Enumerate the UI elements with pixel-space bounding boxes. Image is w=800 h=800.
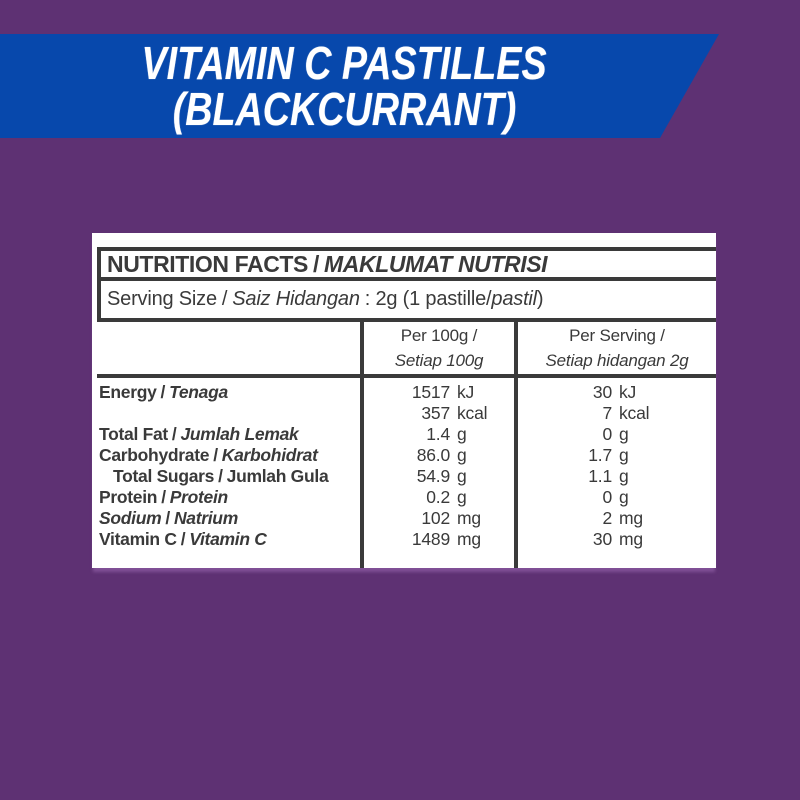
value-protein-per-100g: 0.2 g xyxy=(426,487,467,507)
per-100g-label-ms: Setiap 100g xyxy=(394,351,484,370)
column-divider-1 xyxy=(360,322,364,374)
product-title-line-1: VITAMIN C PASTILLES xyxy=(141,37,548,89)
value-sodium-per-100g: 102 mg xyxy=(421,508,481,528)
nutrient-label-column: Energy / Tenaga Total Fat / Jumlah Lemak Car… xyxy=(97,378,360,568)
serving-size-row: Serving Size / Saiz Hidangan : 2g (1 pas… xyxy=(97,281,716,322)
value-total-fat-per-100g: 1.4 g xyxy=(426,424,467,444)
value-vitamin-c-per-serving: 30 mg xyxy=(592,529,643,549)
nutrient-label-total-fat: Total Fat / Jumlah Lemak xyxy=(99,424,299,444)
value-energy-kj-per-serving: 30 kJ xyxy=(592,382,637,402)
nutrient-label-total-sugars: Total Sugars / Jumlah Gula xyxy=(113,466,329,486)
product-title-banner: VITAMIN C PASTILLES (BLACKCURRANT) xyxy=(0,34,719,138)
table-title-separator: / xyxy=(313,250,319,277)
serving-size-value-ms: pastil xyxy=(491,288,537,310)
nutrition-facts-table: NUTRITION FACTS / MAKLUMAT NUTRISI Servi… xyxy=(97,233,716,568)
table-title-en: NUTRITION FACTS xyxy=(107,250,308,277)
nutrient-label-energy: Energy / Tenaga xyxy=(99,382,228,402)
product-title-line-2: (BLACKCURRANT) xyxy=(172,83,517,135)
serving-size-value: : 2g (1 pastille/ xyxy=(364,288,492,310)
per-serving-label-ms: Setiap hidangan 2g xyxy=(545,351,689,370)
serving-size-separator: / xyxy=(221,288,228,310)
nutrient-label-blank xyxy=(99,403,360,424)
per-100g-label-en: Per 100g / xyxy=(400,326,478,345)
per-100g-value-column: 1517 kJ 357 kcal 1.4 g 86.0 g 54.9 g 0.2 g 102… xyxy=(364,378,514,568)
value-energy-kcal-per-serving: 7 kcal xyxy=(602,403,650,423)
serving-size-en: Serving Size xyxy=(107,288,217,310)
value-carbohydrate-per-serving: 1.7 g xyxy=(588,445,629,465)
value-vitamin-c-per-100g: 1489 mg xyxy=(411,529,481,549)
nutrient-label-sodium: Sodium / Natrium xyxy=(99,508,238,528)
table-title-row: NUTRITION FACTS / MAKLUMAT NUTRISI xyxy=(97,247,716,281)
column-divider-2-body xyxy=(514,378,518,568)
value-energy-kcal-per-100g: 357 kcal xyxy=(421,403,488,423)
nutrient-label-protein: Protein / Protein xyxy=(99,487,228,507)
column-header-row: Per 100g / Setiap 100g Per Serving / Set… xyxy=(97,322,716,378)
per-serving-label-en: Per Serving / xyxy=(569,326,665,345)
nutrition-facts-panel: NUTRITION FACTS / MAKLUMAT NUTRISI Servi… xyxy=(92,233,716,568)
nutrient-label-vitamin-c: Vitamin C / Vitamin C xyxy=(99,529,267,549)
column-header-per-100g: Per 100g / Setiap 100g xyxy=(364,322,514,374)
value-carbohydrate-per-100g: 86.0 g xyxy=(416,445,467,465)
nutrient-label-carbohydrate: Carbohydrate / Karbohidrat xyxy=(99,445,318,465)
column-header-per-serving: Per Serving / Setiap hidangan 2g xyxy=(518,322,716,374)
column-divider-2 xyxy=(514,322,518,374)
column-header-nutrient-empty xyxy=(97,322,360,374)
serving-size-value-end: ) xyxy=(536,288,544,310)
panel-top-padding xyxy=(97,233,716,247)
value-total-sugars-per-100g: 54.9 g xyxy=(416,466,467,486)
value-sodium-per-serving: 2 mg xyxy=(602,508,643,528)
value-total-sugars-per-serving: 1.1 g xyxy=(588,466,629,486)
table-title-ms: MAKLUMAT NUTRISI xyxy=(324,250,548,277)
column-divider-1-body xyxy=(360,378,364,568)
serving-size-ms: Saiz Hidangan xyxy=(232,288,360,310)
nutrient-values-section: Energy / Tenaga Total Fat / Jumlah Lemak Car… xyxy=(97,378,716,568)
value-energy-kj-per-100g: 1517 kJ xyxy=(411,382,475,402)
